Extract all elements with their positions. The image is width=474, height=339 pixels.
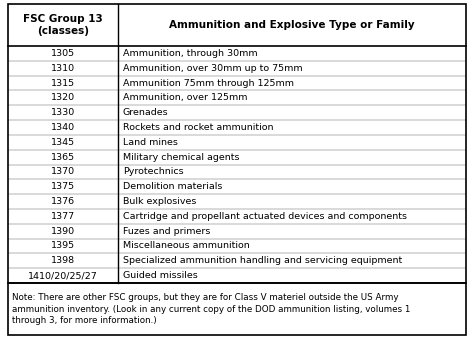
Text: 1310: 1310 bbox=[51, 64, 75, 73]
Text: Fuzes and primers: Fuzes and primers bbox=[123, 227, 210, 236]
Text: 1320: 1320 bbox=[51, 93, 75, 102]
Text: 1377: 1377 bbox=[51, 212, 75, 221]
Text: Ammunition, over 125mm: Ammunition, over 125mm bbox=[123, 93, 247, 102]
Text: Guided missiles: Guided missiles bbox=[123, 271, 198, 280]
Text: Grenades: Grenades bbox=[123, 108, 169, 117]
Text: Pyrotechnics: Pyrotechnics bbox=[123, 167, 183, 176]
Text: 1315: 1315 bbox=[51, 79, 75, 87]
Text: 1370: 1370 bbox=[51, 167, 75, 176]
Bar bbox=[8, 4, 466, 46]
Text: Miscellaneous ammunition: Miscellaneous ammunition bbox=[123, 241, 250, 251]
Text: FSC Group 13
(classes): FSC Group 13 (classes) bbox=[23, 14, 103, 36]
Text: 1365: 1365 bbox=[51, 153, 75, 162]
Text: 1345: 1345 bbox=[51, 138, 75, 147]
Text: 1375: 1375 bbox=[51, 182, 75, 191]
Bar bbox=[8, 4, 466, 283]
Text: Demolition materials: Demolition materials bbox=[123, 182, 222, 191]
Text: Bulk explosives: Bulk explosives bbox=[123, 197, 196, 206]
Text: Military chemical agents: Military chemical agents bbox=[123, 153, 239, 162]
Text: 1395: 1395 bbox=[51, 241, 75, 251]
Text: Specialized ammunition handling and servicing equipment: Specialized ammunition handling and serv… bbox=[123, 256, 402, 265]
Text: Ammunition, through 30mm: Ammunition, through 30mm bbox=[123, 49, 257, 58]
Text: Cartridge and propellant actuated devices and components: Cartridge and propellant actuated device… bbox=[123, 212, 407, 221]
Text: Ammunition, over 30mm up to 75mm: Ammunition, over 30mm up to 75mm bbox=[123, 64, 302, 73]
Text: 1410/20/25/27: 1410/20/25/27 bbox=[28, 271, 98, 280]
Bar bbox=[8, 283, 466, 335]
Text: 1398: 1398 bbox=[51, 256, 75, 265]
Text: 1376: 1376 bbox=[51, 197, 75, 206]
Text: Rockets and rocket ammunition: Rockets and rocket ammunition bbox=[123, 123, 273, 132]
Text: Note: There are other FSC groups, but they are for Class V materiel outside the : Note: There are other FSC groups, but th… bbox=[12, 293, 410, 325]
Text: 1330: 1330 bbox=[51, 108, 75, 117]
Text: Land mines: Land mines bbox=[123, 138, 178, 147]
Text: Ammunition 75mm through 125mm: Ammunition 75mm through 125mm bbox=[123, 79, 294, 87]
Text: 1305: 1305 bbox=[51, 49, 75, 58]
Text: 1390: 1390 bbox=[51, 227, 75, 236]
Text: Ammunition and Explosive Type or Family: Ammunition and Explosive Type or Family bbox=[169, 20, 415, 30]
Text: 1340: 1340 bbox=[51, 123, 75, 132]
